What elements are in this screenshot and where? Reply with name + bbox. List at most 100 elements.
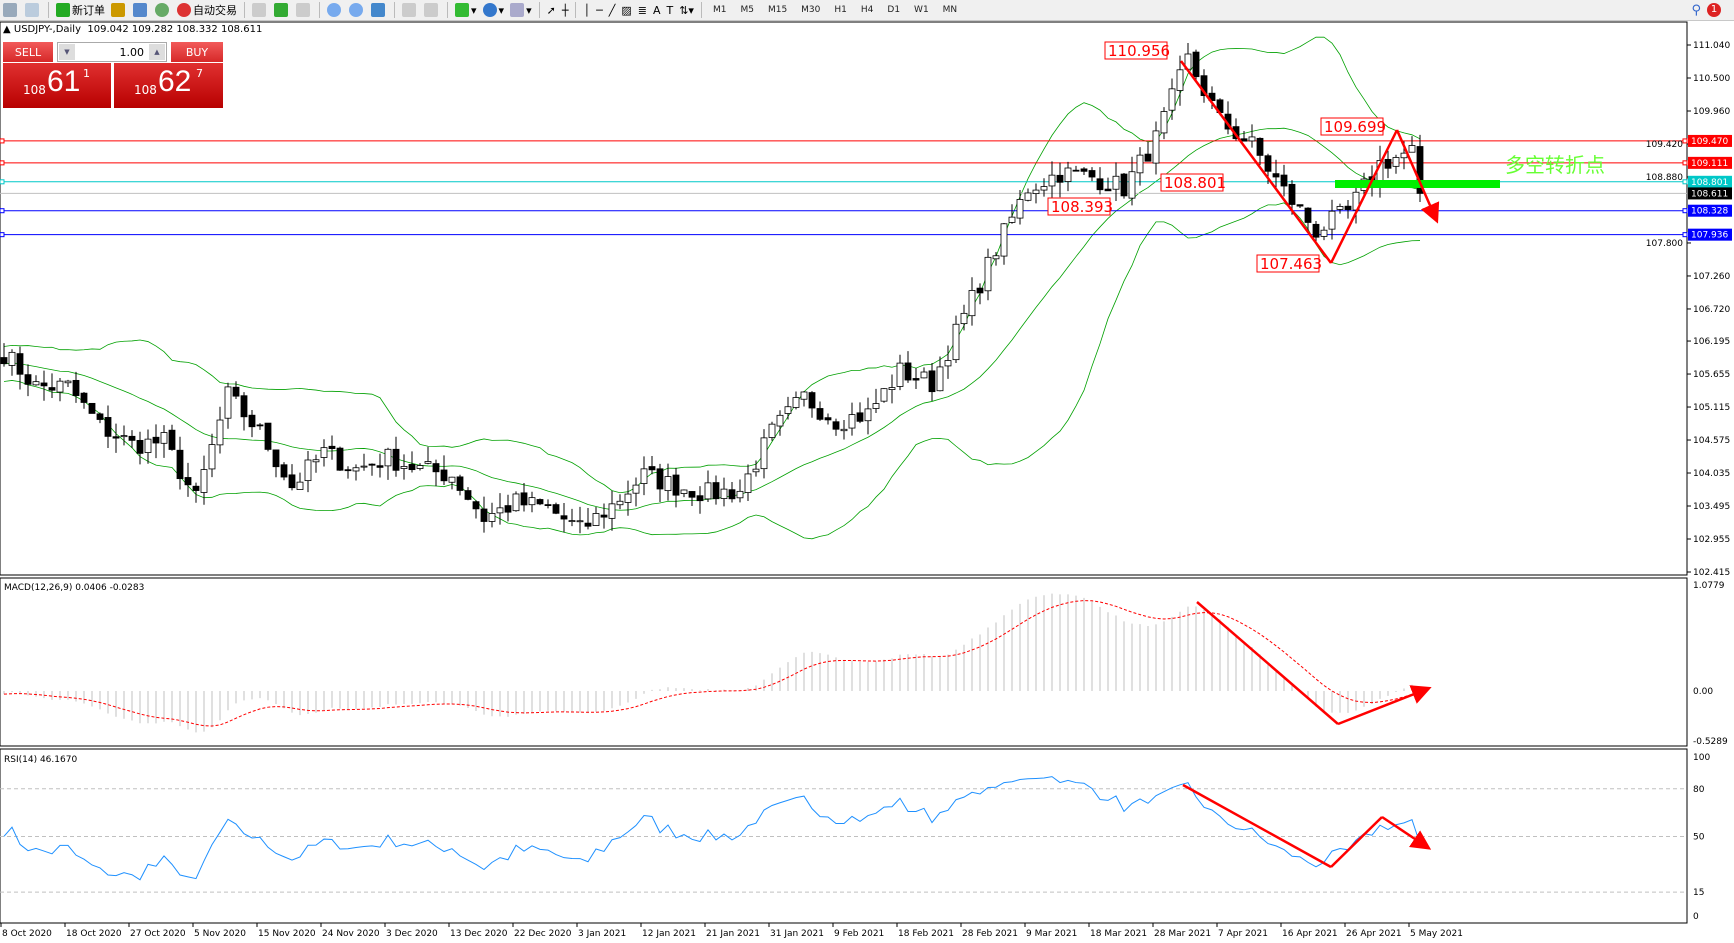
dropdown-arrow-icon: ▾: [526, 3, 532, 17]
chart-header: ▲ USDJPY-,Daily 109.042 109.282 108.332 …: [3, 24, 263, 35]
timeframe-h1[interactable]: H1: [834, 5, 847, 15]
toolbar-separator: [447, 2, 448, 18]
timeframe-m5[interactable]: M5: [740, 5, 754, 15]
notifications-button[interactable]: 1: [1704, 1, 1724, 19]
timeframe-m1[interactable]: M1: [712, 5, 727, 15]
text-label-icon: T: [666, 3, 674, 17]
timeframe-m30[interactable]: M30: [801, 5, 821, 15]
candle: [192, 485, 200, 491]
candle: [440, 469, 448, 482]
zoom-in-button[interactable]: [324, 1, 346, 19]
tile-windows-button[interactable]: [368, 1, 390, 19]
candle: [576, 520, 584, 523]
periods-button[interactable]: ▾: [480, 1, 508, 19]
candle: [1104, 188, 1112, 192]
date-axis-label: 18 Feb 2021: [898, 929, 954, 939]
timeframe-w1[interactable]: W1: [914, 5, 929, 15]
candle: [888, 387, 896, 390]
lot-increase-button[interactable]: ▲: [149, 44, 165, 60]
vertical-line-button[interactable]: │: [580, 1, 593, 19]
candle: [1304, 207, 1312, 223]
dropdown-arrow-icon: ▾: [471, 3, 477, 17]
candle: [464, 490, 472, 500]
candle: [648, 466, 656, 471]
chart-shift-icon: [424, 3, 438, 17]
sell-button[interactable]: SELL: [3, 42, 53, 62]
price-trend-arrow: [1179, 60, 1333, 264]
candle: [1088, 170, 1096, 178]
indicators-button[interactable]: ▾: [452, 1, 480, 19]
candle: [1112, 175, 1120, 190]
sell-price-big-figure: 108: [23, 83, 46, 97]
candle: [448, 476, 456, 483]
candle: [352, 467, 360, 472]
timeframe-h4[interactable]: H4: [860, 5, 874, 15]
candle: [968, 290, 976, 317]
autoscroll-button[interactable]: [399, 1, 421, 19]
macd-axis-label: -0.5289: [1693, 737, 1728, 747]
candle: [1024, 192, 1032, 201]
candle-chart-button[interactable]: [271, 1, 293, 19]
history-button[interactable]: [108, 1, 130, 19]
fibonacci-button[interactable]: ≣: [635, 1, 650, 19]
price-axis-label: 105.115: [1693, 403, 1730, 413]
price-axis-label: 111.040: [1693, 41, 1730, 51]
chart-canvas[interactable]: 111.040 110.500 109.960 109.420 108.880 107.8…: [0, 21, 1734, 940]
timeframe-mn[interactable]: MN: [942, 5, 958, 15]
auto-trading-button[interactable]: 自动交易: [174, 1, 240, 19]
cursor-button[interactable]: ➚: [544, 1, 559, 19]
chart-window[interactable]: 111.040 110.500 109.960 109.420 108.880 107.8…: [0, 21, 1734, 940]
candle: [1272, 173, 1280, 178]
candle: [88, 402, 96, 414]
horizontal-line-button[interactable]: ─: [593, 1, 606, 19]
new-order-button[interactable]: 新订单: [53, 1, 108, 19]
candle: [896, 362, 904, 387]
candle: [904, 362, 912, 381]
templates-button[interactable]: ▾: [507, 1, 535, 19]
candle: [280, 464, 288, 478]
candle: [680, 489, 688, 494]
zoom-out-button[interactable]: [346, 1, 368, 19]
crosshair-button[interactable]: ┼: [559, 1, 572, 19]
price-annotation-label: 110.956: [1108, 42, 1170, 60]
date-axis-label: 3 Jan 2021: [578, 929, 626, 939]
new-chart-button[interactable]: [0, 1, 22, 19]
candle: [456, 476, 464, 491]
terminal-button[interactable]: [130, 1, 152, 19]
macd-trend-arrow: [1337, 685, 1432, 726]
candle: [880, 388, 888, 402]
candle: [496, 507, 504, 514]
candle: [1016, 199, 1024, 219]
price-annotation-label: 108.393: [1051, 198, 1113, 216]
sell-price-fraction: 1: [83, 67, 90, 80]
date-axis-label: 13 Dec 2020: [450, 929, 508, 939]
text-button[interactable]: A: [650, 1, 664, 19]
rsi-trend-arrow: [1182, 783, 1332, 869]
sell-price[interactable]: 108 61 1: [3, 63, 111, 108]
buy-button[interactable]: BUY: [171, 42, 223, 62]
arrows-button[interactable]: ⇅▾: [676, 1, 697, 19]
candle: [1264, 155, 1272, 172]
candle: [920, 371, 928, 379]
buy-price[interactable]: 108 62 7: [114, 63, 223, 108]
lot-size-field[interactable]: ▼ 1.00 ▲: [57, 42, 167, 62]
search-button[interactable]: ⚲: [1688, 1, 1704, 19]
candle: [1384, 158, 1392, 169]
timeframe-m15[interactable]: M15: [767, 5, 788, 15]
candle: [504, 505, 512, 513]
navigator-button[interactable]: [22, 1, 44, 19]
trendline-button[interactable]: ╱: [606, 1, 619, 19]
line-chart-button[interactable]: [293, 1, 315, 19]
price-axis-label: 105.655: [1693, 370, 1730, 380]
lot-decrease-button[interactable]: ▼: [59, 44, 75, 60]
candle: [152, 436, 160, 444]
bar-chart-button[interactable]: [249, 1, 271, 19]
channel-button[interactable]: ▨: [618, 1, 634, 19]
timeframe-d1[interactable]: D1: [887, 5, 901, 15]
trendline-icon: ╱: [608, 3, 616, 17]
candle: [112, 436, 120, 439]
chart-shift-button[interactable]: [421, 1, 443, 19]
signals-button[interactable]: [152, 1, 174, 19]
label-button[interactable]: T: [663, 1, 676, 19]
candle: [416, 465, 424, 469]
